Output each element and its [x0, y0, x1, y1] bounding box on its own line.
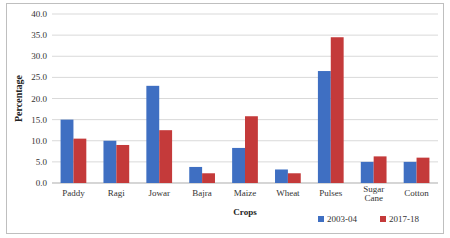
bar [103, 141, 116, 183]
legend-label: 2017-18 [389, 214, 419, 224]
x-tick-label-line: Cane [364, 193, 383, 203]
grid-line [52, 56, 438, 57]
x-tick-label: Maize [234, 188, 257, 198]
chart-wrap: 0.0 5.0 10.0 15.0 20.0 25.0 30.0 35.0 40.0 Paddy R… [0, 0, 450, 238]
y-tick-label: 35.0 [31, 30, 47, 40]
y-tick-label: 5.0 [36, 157, 48, 167]
x-axis-title: Crops [233, 207, 257, 217]
x-tick-label: Cotton [404, 188, 429, 198]
y-tick-label: 40.0 [31, 9, 47, 19]
y-tick-label: 20.0 [31, 94, 47, 104]
legend-swatch [318, 216, 324, 222]
bar [73, 139, 86, 183]
y-tick-label: 15.0 [31, 115, 47, 125]
x-tick-label: Ragi [108, 188, 125, 198]
bar [61, 120, 74, 183]
x-tick-label: Pulses [319, 188, 343, 198]
bar [275, 169, 288, 183]
bar [245, 116, 258, 183]
x-tick-label: Wheat [276, 188, 300, 198]
y-tick-label: 0.0 [36, 178, 48, 188]
bar [374, 156, 387, 183]
chart-border [7, 4, 444, 234]
bar [404, 162, 417, 183]
bar [146, 86, 159, 183]
grid-line [52, 35, 438, 36]
bar [417, 158, 430, 183]
legend-label: 2003-04 [327, 214, 357, 224]
x-tick-label: SugarCane [363, 184, 384, 203]
bar [318, 71, 331, 183]
bar [202, 173, 215, 183]
x-tick-label: Paddy [62, 188, 85, 198]
bar [159, 130, 172, 183]
y-axis-title: Percentage [13, 74, 24, 122]
bar [361, 162, 374, 183]
legend-swatch [380, 216, 386, 222]
bar [331, 37, 344, 183]
legend: 2003-04 2017-18 [318, 214, 419, 224]
bar [116, 145, 129, 183]
bars [61, 37, 430, 183]
bar [189, 167, 202, 183]
y-tick-label: 30.0 [31, 51, 47, 61]
x-tick-label: Bajra [192, 188, 212, 198]
grid-line [52, 14, 438, 15]
y-tick-label: 10.0 [31, 136, 47, 146]
x-tick-label: Jowar [148, 188, 170, 198]
bar [232, 148, 245, 183]
grid-line [52, 77, 438, 78]
y-tick-label: 25.0 [31, 72, 47, 82]
bar [288, 173, 301, 183]
chart: 0.0 5.0 10.0 15.0 20.0 25.0 30.0 35.0 40.0 Paddy R… [0, 0, 450, 238]
grid-line [52, 98, 438, 99]
